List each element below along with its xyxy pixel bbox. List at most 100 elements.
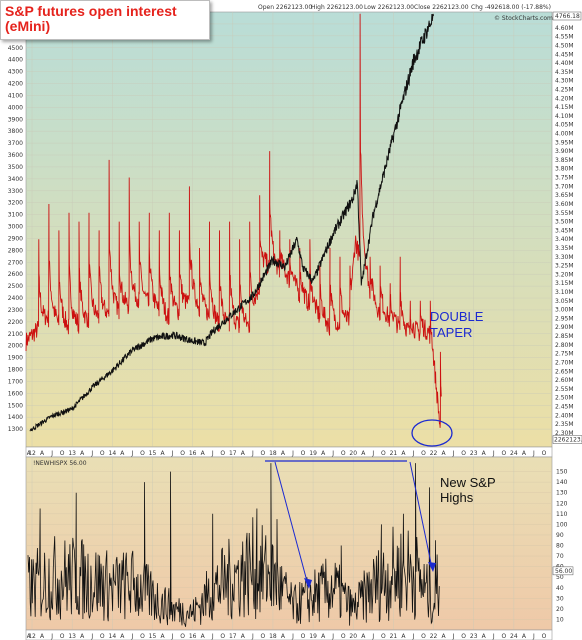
lower-tick-label: 50 bbox=[556, 574, 564, 581]
left-tick-label: 4500 bbox=[8, 45, 23, 52]
month-tick-label: O bbox=[421, 450, 426, 457]
right-tick-label: 2.65M bbox=[555, 368, 574, 375]
highs-arrow-2 bbox=[409, 461, 433, 569]
month-tick-label: O bbox=[341, 450, 346, 457]
left-tick-label: 3900 bbox=[8, 116, 23, 123]
chart-title-line1: S&P futures open interest bbox=[5, 3, 177, 19]
left-tick-label: 2300 bbox=[8, 307, 23, 314]
right-tick-label: 2.40M bbox=[555, 412, 574, 419]
month-tick-label: A bbox=[160, 450, 165, 457]
month-tick-label: J bbox=[492, 633, 495, 640]
month-tick-label: A bbox=[241, 450, 246, 457]
month-tick-label: O bbox=[140, 450, 145, 457]
month-tick-label: A bbox=[40, 450, 45, 457]
month-tick-label: O bbox=[301, 450, 306, 457]
last-value-tag bbox=[552, 435, 582, 444]
left-tick-label: 3000 bbox=[8, 224, 23, 231]
double-taper-line1: DOUBLE bbox=[430, 309, 484, 324]
right-tick-label: 4.60M bbox=[555, 25, 574, 32]
month-tick-label: A bbox=[281, 633, 286, 640]
year-tick-label: 12 bbox=[28, 633, 36, 640]
upper-x-axis: 12 A J O 13 A J O 14 A J O 15 A J O 16 A J O 17 A J O 18 A J O 19 A J O… bbox=[27, 450, 547, 457]
left-tick-label: 2700 bbox=[8, 259, 23, 266]
right-tick-label: 2.60M bbox=[555, 377, 574, 384]
lower-tick-label: 120 bbox=[556, 500, 568, 507]
right-tick-label: 2.55M bbox=[555, 386, 574, 393]
right-tick-label: 4.25M bbox=[555, 86, 574, 93]
month-tick-label: J bbox=[412, 633, 415, 640]
year-tick-label: 22 bbox=[430, 633, 438, 640]
month-tick-label: J bbox=[251, 633, 254, 640]
lower-last-value: 56.00 bbox=[555, 568, 572, 575]
right-tick-label: 4.10M bbox=[555, 113, 574, 120]
month-tick-label: O bbox=[100, 450, 105, 457]
annotations: DOUBLE TAPER New S&P Highs bbox=[265, 309, 496, 589]
year-tick-label: 16 bbox=[189, 633, 197, 640]
left-tick-label: 1900 bbox=[8, 355, 23, 362]
left-tick-label: 3100 bbox=[8, 212, 23, 219]
lower-tick-label: 110 bbox=[556, 511, 568, 518]
year-tick-label: 19 bbox=[309, 450, 317, 457]
month-tick-label: A bbox=[160, 633, 165, 640]
header-high: High 2262123.00 bbox=[311, 4, 363, 11]
last-value-label: 2262123.00 bbox=[554, 437, 582, 444]
left-tick-label: 1600 bbox=[8, 390, 23, 397]
month-tick-label: O bbox=[180, 633, 185, 640]
month-tick-label: A bbox=[27, 633, 32, 640]
year-tick-label: 21 bbox=[390, 633, 398, 640]
watermark: © StockCharts.com bbox=[494, 15, 553, 22]
year-tick-label: 12 bbox=[28, 450, 36, 457]
lower-tick-label: 80 bbox=[556, 543, 564, 550]
right-tick-label: 3.60M bbox=[555, 201, 574, 208]
month-tick-label: A bbox=[27, 450, 32, 457]
new-highs-line bbox=[27, 463, 440, 627]
highs-arrow-1 bbox=[274, 461, 309, 586]
upper-grid bbox=[26, 12, 552, 447]
lower-tick-label: 140 bbox=[556, 479, 568, 486]
right-tick-label: 3.55M bbox=[555, 210, 574, 217]
month-tick-label: J bbox=[251, 450, 254, 457]
right-tick-label: 2.90M bbox=[555, 324, 574, 331]
right-tick-label: 4.00M bbox=[555, 131, 574, 138]
month-tick-label: J bbox=[532, 450, 535, 457]
left-tick-label: 4200 bbox=[8, 81, 23, 88]
header-open: Open 2262123.00 bbox=[258, 4, 312, 11]
month-tick-label: J bbox=[331, 633, 334, 640]
left-tick-label: 3500 bbox=[8, 164, 23, 171]
month-tick-label: A bbox=[361, 450, 366, 457]
year-tick-label: 14 bbox=[109, 450, 117, 457]
left-tick-label: 3200 bbox=[8, 200, 23, 207]
right-tick-label: 2.95M bbox=[555, 315, 574, 322]
month-tick-label: A bbox=[442, 633, 447, 640]
year-tick-label: 15 bbox=[149, 450, 157, 457]
header-close: Close 2262123.00 bbox=[414, 4, 469, 11]
month-tick-label: O bbox=[381, 633, 386, 640]
right-tick-label: 2.85M bbox=[555, 333, 574, 340]
taper-circle bbox=[411, 419, 453, 447]
header-chg: Chg -492618.00 (-17.88%) bbox=[471, 4, 551, 11]
chart-title-line2: (eMini) bbox=[5, 18, 51, 34]
right-tick-label: 4.15M bbox=[555, 104, 574, 111]
top-value-tag bbox=[552, 11, 582, 21]
year-tick-label: 13 bbox=[68, 450, 76, 457]
lower-tick-label: 150 bbox=[556, 469, 568, 476]
month-tick-label: J bbox=[371, 450, 374, 457]
sp500-path bbox=[29, 13, 434, 432]
year-tick-label: 20 bbox=[349, 450, 357, 457]
month-tick-label: O bbox=[60, 633, 65, 640]
lower-tick-label: 70 bbox=[556, 553, 564, 560]
month-tick-label: A bbox=[482, 633, 487, 640]
month-tick-label: A bbox=[482, 450, 487, 457]
right-tick-label: 3.25M bbox=[555, 263, 574, 270]
lower-tick-label: 20 bbox=[556, 606, 564, 613]
month-tick-label: J bbox=[171, 450, 174, 457]
year-tick-label: 23 bbox=[470, 450, 478, 457]
month-tick-label: J bbox=[291, 633, 294, 640]
right-tick-label: 3.45M bbox=[555, 227, 574, 234]
month-tick-label: J bbox=[532, 633, 535, 640]
upper-panel-bg bbox=[25, 11, 553, 448]
year-tick-label: 22 bbox=[430, 450, 438, 457]
month-tick-label: O bbox=[542, 633, 547, 640]
lower-x-axis: 12 A J O 13 A J O 14 A J O 15 A J O 16 A J O 17 A J O 18 A J O 19 A J O… bbox=[27, 633, 547, 640]
